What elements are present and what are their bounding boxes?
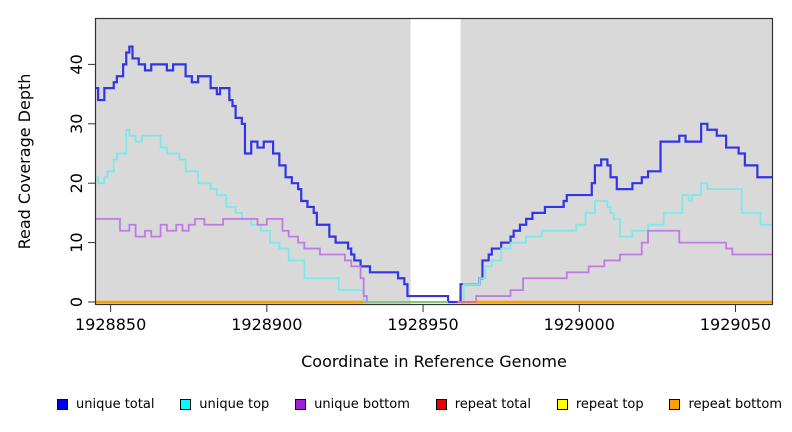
coverage-depth-chart: 1928850 1928900 1928950 1929000 1929050 0 10 20… bbox=[15, 17, 774, 371]
y-tick-label: 40 bbox=[67, 54, 86, 74]
y-tick-label: 30 bbox=[67, 114, 86, 134]
y-tick-label: 0 bbox=[67, 297, 86, 307]
unique-bottom-swatch-icon bbox=[295, 399, 307, 410]
x-tick-label: 1929050 bbox=[700, 315, 771, 334]
y-tick-label: 20 bbox=[67, 173, 86, 193]
x-tick-label: 1928900 bbox=[231, 315, 302, 334]
x-axis-title: Coordinate in Reference Genome bbox=[301, 352, 567, 371]
series-line-unique-total bbox=[95, 45, 773, 304]
legend-item-unique-bottom: unique bottom bbox=[295, 397, 410, 412]
y-axis-title: Read Coverage Depth bbox=[15, 74, 34, 250]
y-tick-label: 10 bbox=[67, 232, 86, 252]
chart-legend: unique total unique top unique bottom re… bbox=[0, 397, 792, 412]
repeat-top-swatch-icon bbox=[556, 399, 568, 410]
legend-label: unique bottom bbox=[314, 397, 410, 412]
repeat-bottom-swatch-icon bbox=[669, 399, 681, 410]
legend-item-repeat-bottom: repeat bottom bbox=[669, 397, 782, 412]
plot-border bbox=[94, 17, 774, 306]
x-tick-label: 1928850 bbox=[75, 315, 146, 334]
legend-item-unique-top: unique top bbox=[180, 397, 269, 412]
series-line-unique-bottom bbox=[460, 229, 773, 303]
x-tick-label: 1928950 bbox=[387, 315, 458, 334]
legend-item-repeat-total: repeat total bbox=[435, 397, 531, 412]
series-line-unique-top bbox=[460, 182, 773, 303]
no-data-gap bbox=[410, 19, 461, 304]
legend-item-unique-total: unique total bbox=[57, 397, 154, 412]
unique-total-swatch-icon bbox=[57, 399, 68, 410]
repeat-total-swatch-icon bbox=[435, 399, 447, 410]
legend-item-repeat-top: repeat top bbox=[556, 397, 644, 412]
x-tick-label: 1929000 bbox=[544, 315, 615, 334]
unique-top-swatch-icon bbox=[180, 399, 192, 410]
legend-label: repeat top bbox=[575, 397, 644, 412]
legend-label: repeat bottom bbox=[688, 397, 782, 412]
series-line-unique-top bbox=[95, 128, 411, 303]
legend-label: unique top bbox=[199, 397, 270, 412]
legend-label: unique total bbox=[76, 397, 155, 412]
series-line-unique-bottom bbox=[95, 217, 411, 303]
legend-label: repeat total bbox=[454, 397, 531, 412]
